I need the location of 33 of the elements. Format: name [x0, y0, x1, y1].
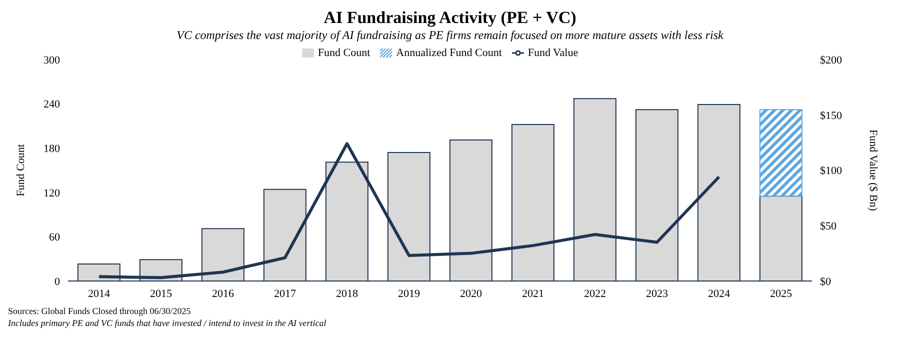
y2-tick-label: $100: [820, 165, 842, 178]
x-tick-label: 2015: [150, 288, 172, 300]
legend-label: Fund Count: [318, 47, 370, 59]
y-tick-label: 180: [44, 142, 60, 155]
text: Includes primary PE and VC funds that have invested / intend to invest in the AI vertical: [8, 317, 328, 329]
y2-tick-label: $150: [820, 110, 842, 122]
x-tick-label: 2018: [336, 288, 358, 300]
y-axis-title: Fund Count: [14, 144, 27, 196]
legend-label: Fund Value: [528, 47, 578, 59]
y2-tick-label: $50: [820, 220, 837, 233]
y-tick-label: 240: [44, 98, 60, 111]
x-tick-label: 2020: [460, 288, 482, 300]
x-tick-label: 2022: [584, 288, 606, 300]
chart-title: AI Fundraising Activity (PE + VC): [322, 8, 578, 28]
source-note: Sources: Global Funds Closed through 06/30/2025: [8, 305, 192, 317]
y-tick-label: 0: [54, 276, 60, 288]
x-tick-label: 2023: [646, 288, 668, 300]
x-tick-label: 2019: [398, 288, 420, 300]
x-tick-label: 2025: [770, 288, 792, 300]
bar: [759, 109, 802, 197]
y2-axis-title: Fund Value ($ Bn): [867, 130, 880, 212]
y2-tick-label: $200: [820, 54, 842, 66]
y2-tick-label: $0: [820, 276, 832, 288]
x-tick-label: 2014: [88, 288, 110, 300]
x-tick-label: 2016: [212, 288, 234, 300]
legend-label: Annualized Fund Count: [396, 47, 502, 59]
y-tick-label: 300: [44, 54, 60, 66]
x-tick-label: 2017: [274, 288, 296, 300]
chart-subtitle: VC comprises the vast majority of AI fundraising as PE firms remain focused on more mature assets with less risk: [176, 28, 724, 43]
x-tick-label: 2024: [708, 288, 730, 300]
x-tick-label: 2021: [522, 288, 544, 300]
y-tick-label: 60: [49, 232, 60, 244]
y-tick-label: 120: [44, 187, 60, 200]
